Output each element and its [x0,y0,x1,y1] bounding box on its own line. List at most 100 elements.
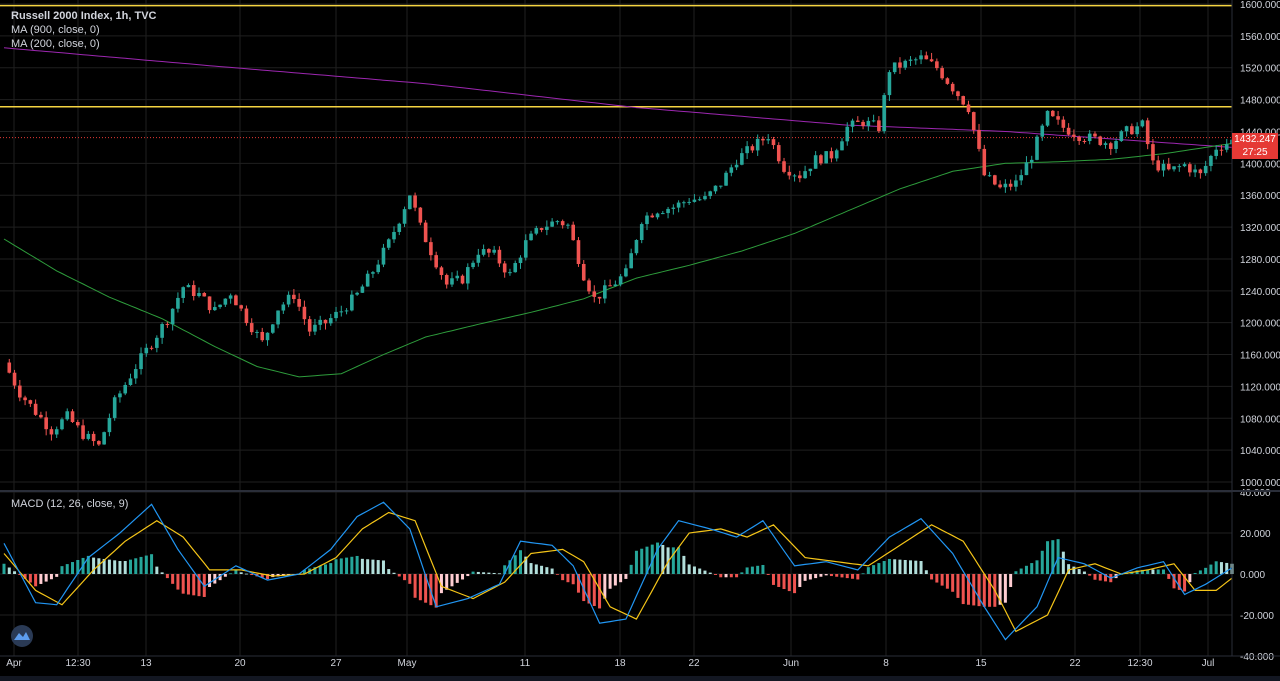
candle-body [244,308,249,324]
macd-histogram-bar [492,572,496,574]
candle-body [734,164,739,168]
price-tick-label: 1440.000 [1240,127,1280,138]
macd-histogram-bar [1088,574,1092,576]
candle-body [550,221,554,227]
candle-body [676,202,681,208]
macd-histogram-bar [945,574,949,589]
last-price-badge: 1432.247 [1232,133,1278,146]
macd-legend[interactable]: MACD (12, 26, close, 9) [11,498,129,510]
macd-histogram-bar [171,574,175,584]
macd-histogram-bar [392,572,396,574]
candle-body [745,146,749,154]
candle-body [213,307,217,311]
candle-body [1098,136,1103,145]
macd-histogram-bar [803,574,807,581]
time-tick-label: Jul [1202,658,1215,669]
candle-body [165,324,170,326]
macd-histogram-bar [71,562,75,574]
time-tick-label: 12:30 [1127,658,1152,669]
price-tick-label: 1560.000 [1240,32,1280,43]
macd-histogram-bar [1104,574,1108,582]
price-tick-label: 1360.000 [1240,191,1280,202]
candle-body [798,175,802,179]
macd-histogram-bar [766,574,770,575]
candle-body [977,130,981,149]
tradingview-logo-icon[interactable] [10,624,34,648]
candle-body [1140,120,1145,127]
candle-body [286,294,291,305]
candle-body [650,215,655,218]
candle-body [434,255,438,268]
macd-histogram-bar [1151,569,1155,574]
macd-histogram-bar [824,574,828,576]
candle-body [940,68,944,79]
macd-histogram-bar [244,573,248,575]
macd-histogram-bar [750,566,754,574]
candle-body [597,296,602,299]
ma200-label[interactable]: MA (200, close, 0) [11,38,100,50]
macd-histogram-bar [476,571,480,574]
macd-histogram-bar [692,566,696,574]
candle-body [318,319,323,325]
macd-histogram-bar [339,558,343,574]
macd-histogram-bar [403,574,407,581]
macd-histogram-bar [893,559,897,574]
time-tick-label: 15 [975,658,987,669]
candle-body [945,78,950,84]
candle-body [518,257,523,264]
macd-histogram-bar [128,559,132,574]
candle-body [666,208,670,214]
macd-histogram-bar [814,574,818,579]
candle-body [1130,126,1134,135]
candle-body [1188,164,1192,173]
macd-histogram-bar [97,558,101,574]
time-tick-label: 11 [520,658,531,669]
candle-body [502,263,507,273]
macd-histogram-bar [144,555,148,574]
candle-body [460,275,465,284]
macd-histogram-bar [671,547,675,574]
macd-histogram-bar [165,574,169,579]
macd-histogram-bar [561,574,565,581]
macd-histogram-bar [1040,550,1044,574]
ma900-label[interactable]: MA (900, close, 0) [11,24,100,36]
macd-histogram-bar [598,574,602,609]
candle-body [381,247,386,265]
candle-body [1040,125,1045,137]
macd-tick-label: -20.000 [1240,611,1274,622]
macd-histogram-bar [18,574,22,576]
candle-body [539,228,544,230]
candle-body [397,223,402,232]
candle-body [829,151,834,159]
macd-histogram-bar [555,574,559,575]
candle-body [534,228,539,234]
candle-body [260,331,265,341]
macd-histogram-bar [234,569,238,574]
macd-histogram-bar [677,547,681,574]
candle-body [792,175,797,177]
candle-body [70,411,75,423]
macd-histogram-bar [1051,540,1055,574]
candle-body [613,284,618,287]
candle-body [1151,144,1155,161]
macd-histogram-bar [1209,564,1213,574]
candle-body [1056,116,1060,120]
macd-histogram-bar [123,561,127,574]
candle-body [861,121,865,127]
candle-body [508,272,512,274]
macd-histogram-bar [777,574,781,587]
chart-title[interactable]: Russell 2000 Index, 1h, TVC [11,10,157,22]
candle-body [787,171,792,176]
candle-body [149,347,154,349]
macd-histogram-bar [76,559,80,574]
macd-histogram-bar [661,544,665,574]
candle-body [529,233,533,241]
horizontal-levels[interactable] [0,4,1232,139]
candle-body [476,254,481,263]
candle-body [12,372,17,386]
macd-histogram-bar [1135,570,1139,574]
candle-body [740,153,744,165]
candle-body [1024,162,1029,176]
macd-histogram-bar [1082,571,1086,574]
